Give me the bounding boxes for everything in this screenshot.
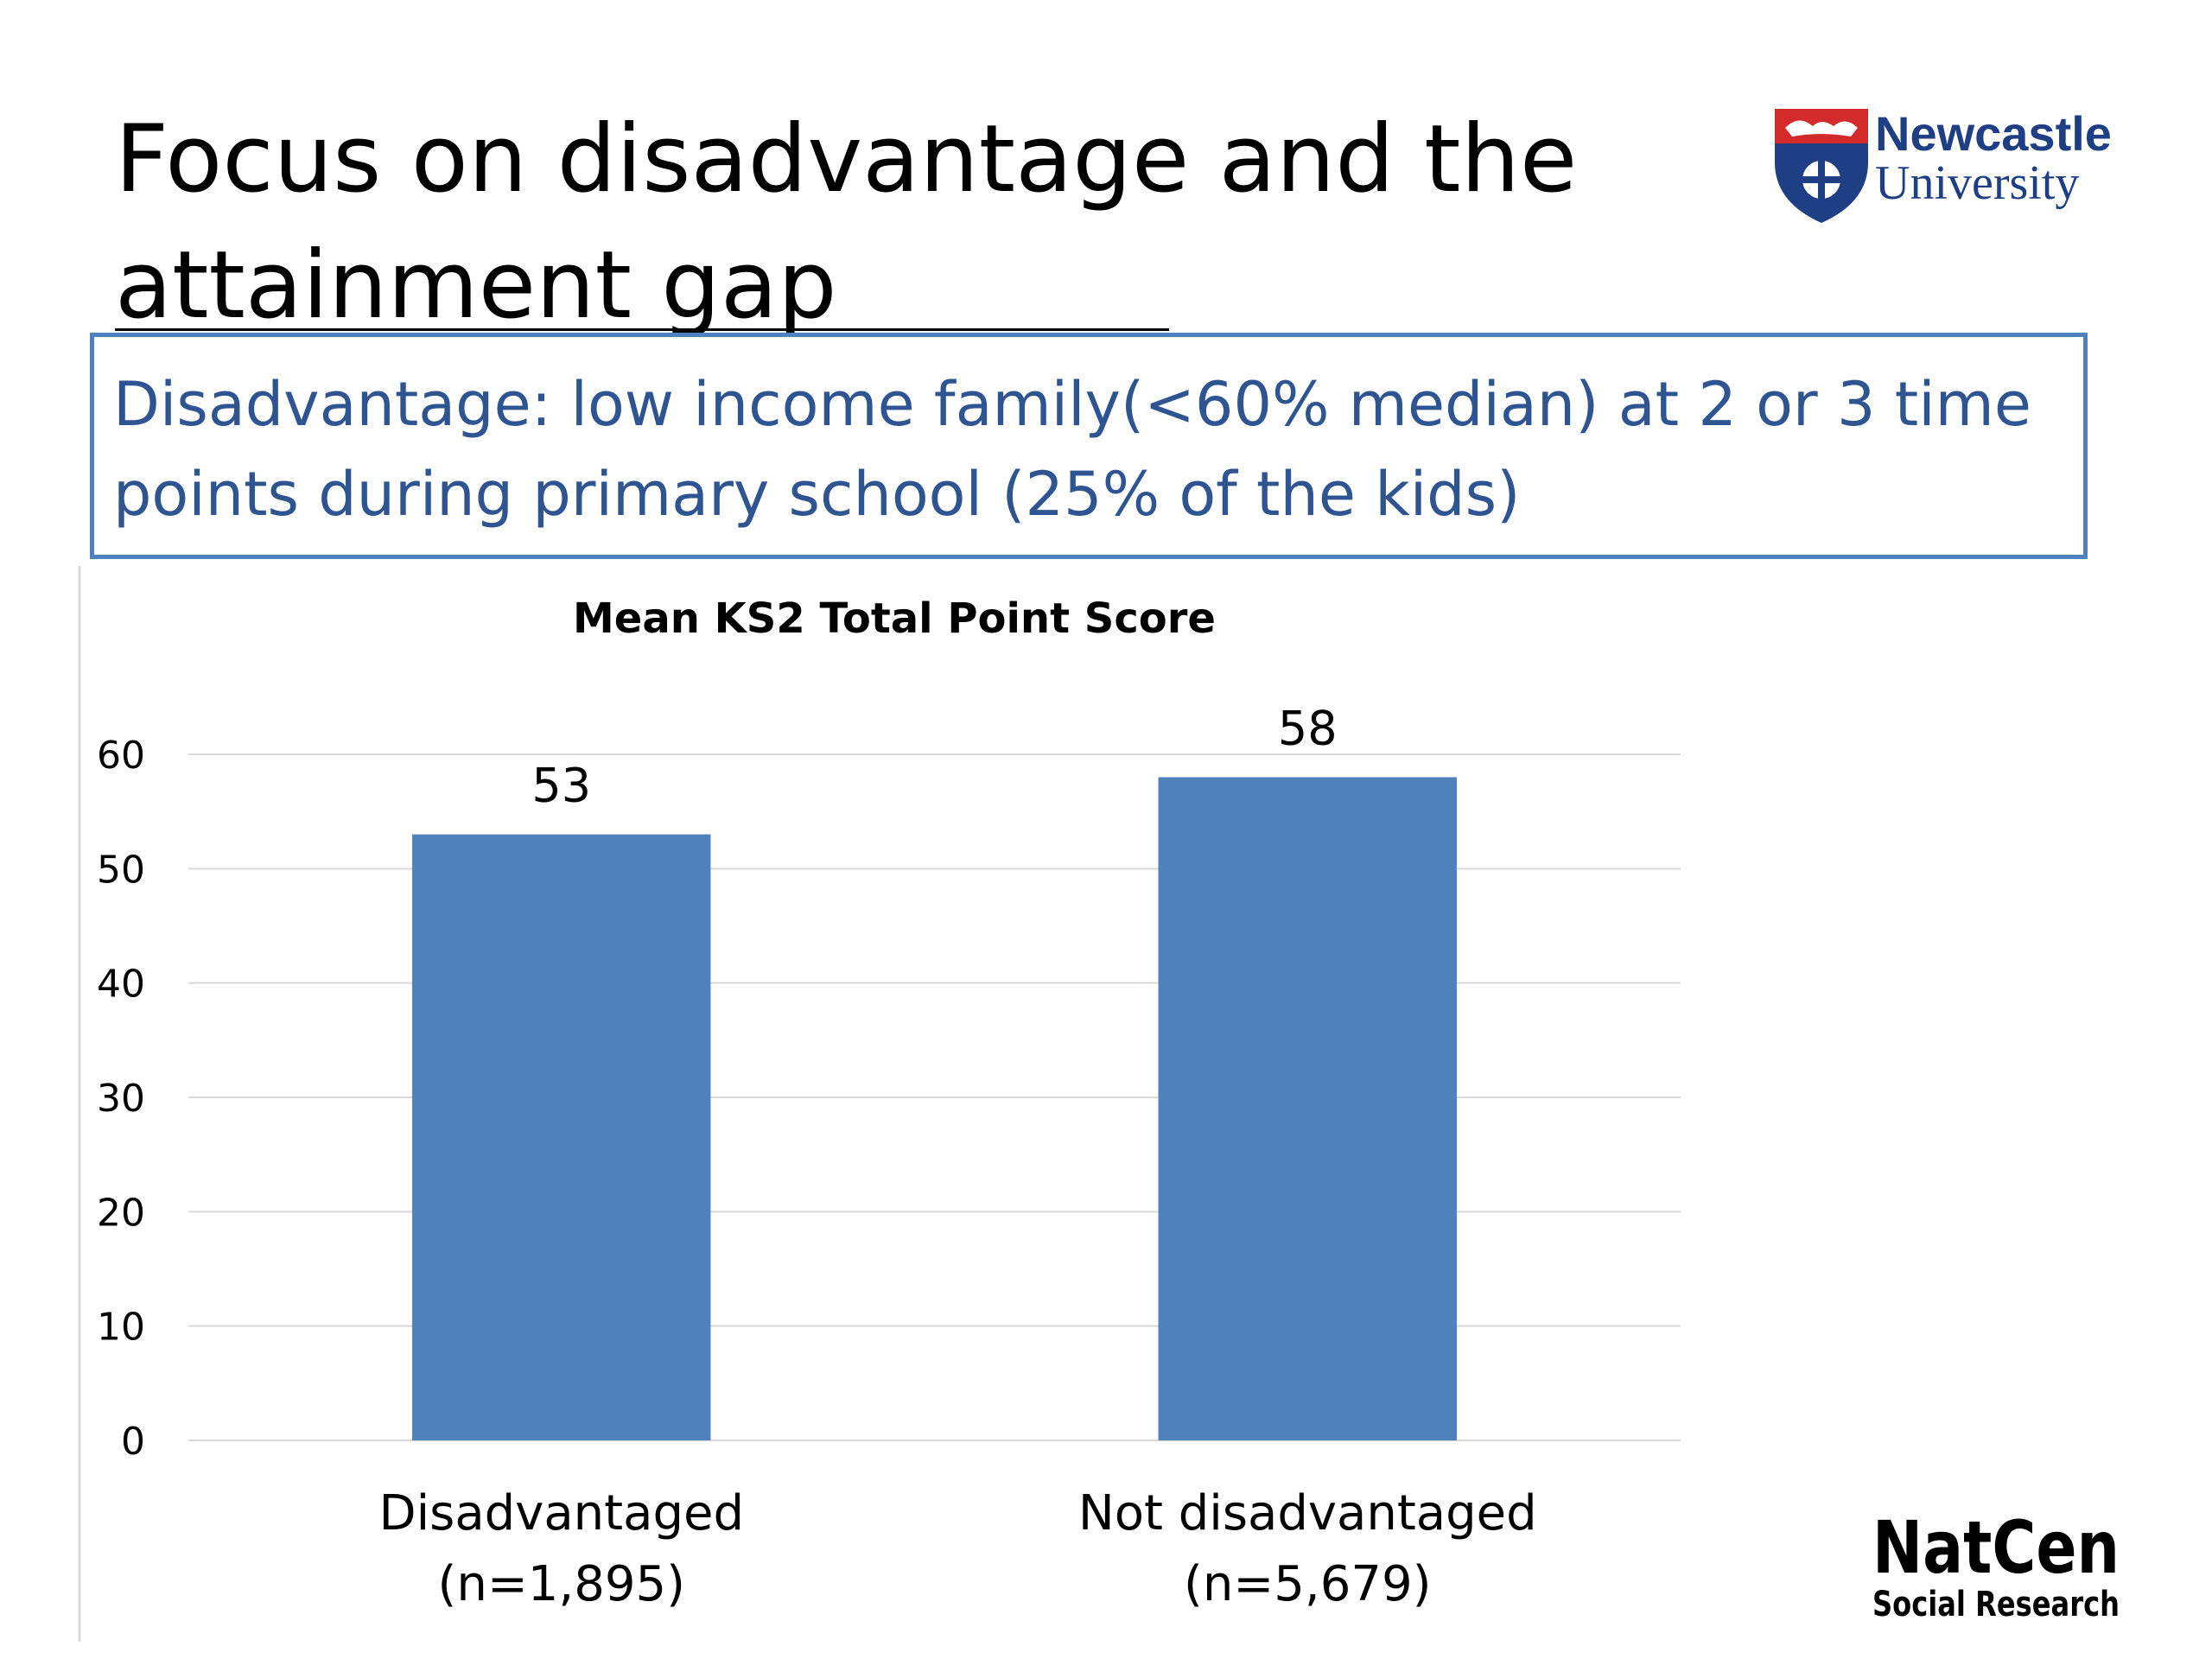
y-tick-label: 20 [97, 1191, 145, 1235]
definition-box: Disadvantage: low income family(<60% med… [90, 333, 2088, 559]
slide-title: Focus on disadvantage and the attainment… [115, 105, 1578, 340]
y-tick-label: 0 [121, 1420, 145, 1464]
data-labels: 53 58 [531, 701, 1337, 812]
logo-text-natcen: NatCen [1872, 1505, 2120, 1590]
logo-text-university: University [1875, 156, 2079, 210]
newcastle-university-logo: Newcastle University [1775, 106, 2112, 223]
logo-text-newcastle: Newcastle [1875, 106, 2112, 161]
chart-title: Mean KS2 Total Point Score [573, 594, 1216, 643]
y-axis-ticks: 0 10 20 30 40 50 60 [97, 734, 145, 1464]
y-tick-label: 50 [97, 848, 145, 892]
y-tick-label: 10 [97, 1306, 145, 1350]
y-tick-label: 40 [97, 963, 145, 1007]
x-axis-labels: Disadvantaged (n=1,895) Not disadvantaged (… [379, 1485, 1537, 1612]
bar [412, 834, 711, 1440]
x-category-label: Disadvantaged [379, 1485, 745, 1541]
bars [412, 777, 1457, 1440]
y-tick-label: 30 [97, 1077, 145, 1121]
x-category-label: Not disadvantaged [1078, 1485, 1537, 1541]
natcen-logo: NatCen Social Research [1872, 1505, 2120, 1624]
bar-value-label: 53 [531, 759, 591, 813]
title-underline [115, 328, 1169, 331]
y-tick-label: 60 [97, 734, 145, 778]
logo-text-social-research: Social Research [1872, 1585, 2120, 1624]
bar [1158, 777, 1457, 1440]
bar-value-label: 58 [1278, 701, 1338, 755]
x-category-label: (n=1,895) [438, 1556, 685, 1612]
x-category-label: (n=5,679) [1184, 1556, 1431, 1612]
university-crest-icon [1775, 109, 1868, 223]
